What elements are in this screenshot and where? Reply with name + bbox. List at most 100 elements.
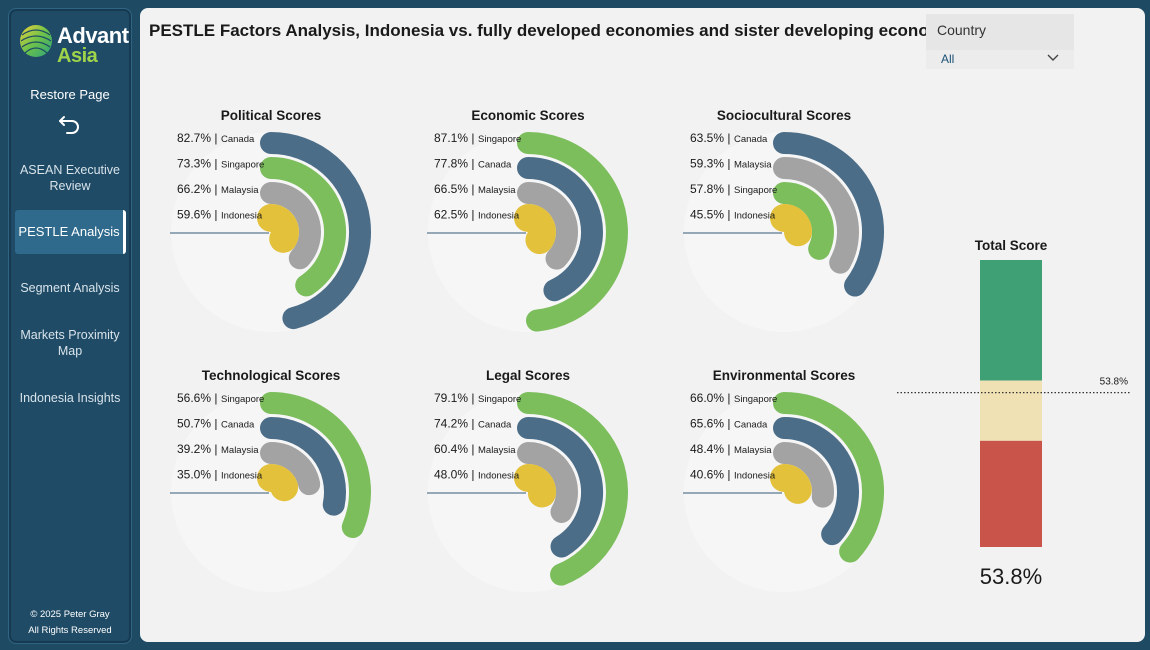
- value-label-malaysia: 59.3% |: [690, 157, 730, 171]
- value-label-singapore: 57.8% |: [690, 182, 730, 196]
- logo-text-advant: Advant: [57, 23, 129, 48]
- arc-malaysia[interactable]: [260, 442, 321, 496]
- radial-chart-economic-scores: Economic Scores 87.1% | Singapore 77.8% | Ca…: [427, 108, 628, 332]
- value-label-singapore: 66.0% |: [690, 391, 730, 405]
- country-label-canada: Canada: [734, 420, 768, 431]
- value-label-singapore: 79.1% |: [434, 391, 474, 405]
- chart-title: Legal Scores: [486, 368, 570, 383]
- total-score-chart: Total Score 53.8% 53.8%: [897, 238, 1130, 589]
- country-dropdown-value: All: [941, 52, 955, 66]
- value-label-singapore: 73.3% |: [177, 157, 217, 171]
- chart-title: Environmental Scores: [713, 368, 856, 383]
- logo-globe-icon: [20, 25, 52, 57]
- radial-chart-legal-scores: Legal Scores 79.1% | Singapore 74.2% | Canad…: [427, 368, 628, 592]
- arc-singapore[interactable]: [773, 392, 884, 563]
- chart-title: Political Scores: [221, 108, 322, 123]
- arc-malaysia[interactable]: [517, 442, 578, 523]
- country-dropdown[interactable]: All: [926, 50, 1074, 69]
- value-label-malaysia: 48.4% |: [690, 442, 730, 456]
- country-label-indonesia: Indonesia: [478, 471, 520, 482]
- arc-canada[interactable]: [773, 417, 859, 546]
- footer-copyright: © 2025 Peter Gray: [30, 609, 110, 620]
- arc-singapore[interactable]: [773, 182, 834, 260]
- value-label-canada: 82.7% |: [177, 131, 217, 145]
- restore-page-label[interactable]: Restore Page: [30, 87, 110, 102]
- chart-title: Sociocultural Scores: [717, 108, 851, 123]
- nav-pestle-analysis[interactable]: PESTLE Analysis: [15, 210, 126, 254]
- arc-malaysia[interactable]: [517, 182, 578, 270]
- nav-indonesia-insights[interactable]: Indonesia Insights: [19, 391, 121, 405]
- country-label-canada: Canada: [734, 134, 768, 145]
- arc-indonesia[interactable]: [514, 204, 556, 255]
- country-label-singapore: Singapore: [221, 394, 264, 405]
- arc-singapore[interactable]: [260, 157, 346, 297]
- logo: Advant Asia: [19, 15, 131, 75]
- country-slicer[interactable]: Country All: [926, 14, 1074, 69]
- value-label-canada: 63.5% |: [690, 131, 730, 145]
- country-label-indonesia: Indonesia: [478, 211, 520, 222]
- arc-indonesia[interactable]: [257, 204, 299, 253]
- arc-canada[interactable]: [773, 132, 884, 297]
- radial-chart-sociocultural-scores: Sociocultural Scores 63.5% | Canada 59.3% |…: [683, 108, 884, 332]
- country-label-malaysia: Malaysia: [478, 185, 516, 196]
- value-label-malaysia: 66.5% |: [434, 182, 474, 196]
- chevron-down-icon[interactable]: [1046, 53, 1060, 63]
- value-label-indonesia: 59.6% |: [177, 208, 217, 222]
- total-band-low: [980, 440, 1042, 547]
- nav-asean-executive-review[interactable]: ASEAN Executive Review: [19, 163, 121, 193]
- arc-singapore[interactable]: [260, 392, 371, 539]
- undo-arrow-icon[interactable]: [57, 111, 83, 137]
- country-label-singapore: Singapore: [734, 394, 777, 405]
- arc-canada[interactable]: [260, 132, 372, 330]
- chart-title: Technological Scores: [202, 368, 341, 383]
- value-label-indonesia: 62.5% |: [434, 208, 474, 222]
- copyright-footer: © 2025 Peter Gray All Rights Reserved: [9, 607, 131, 639]
- arc-canada[interactable]: [517, 157, 603, 302]
- value-label-indonesia: 45.5% |: [690, 208, 730, 222]
- arc-singapore[interactable]: [517, 392, 628, 586]
- country-label-singapore: Singapore: [478, 394, 521, 405]
- radial-chart-technological-scores: Technological Scores 56.6% | Singapore 50.7…: [170, 368, 371, 592]
- arc-indonesia[interactable]: [514, 464, 556, 508]
- value-label-canada: 65.6% |: [690, 417, 730, 431]
- value-label-indonesia: 40.6% |: [690, 468, 730, 482]
- value-label-canada: 77.8% |: [434, 157, 474, 171]
- country-label-malaysia: Malaysia: [734, 160, 772, 171]
- total-band-high: [980, 260, 1042, 381]
- value-label-canada: 74.2% |: [434, 417, 474, 431]
- total-score-marker-label: 53.8%: [1100, 377, 1128, 388]
- country-label-singapore: Singapore: [478, 134, 521, 145]
- arc-malaysia[interactable]: [773, 442, 834, 508]
- country-label-canada: Canada: [221, 420, 255, 431]
- arc-indonesia[interactable]: [770, 204, 812, 247]
- arc-canada[interactable]: [517, 417, 603, 558]
- value-label-indonesia: 48.0% |: [434, 468, 474, 482]
- logo-text-asia: Asia: [57, 45, 98, 67]
- country-label-malaysia: Malaysia: [221, 185, 259, 196]
- total-score-title: Total Score: [975, 238, 1048, 253]
- sidebar: Advant Asia Restore Page ASEAN Executive…: [8, 8, 132, 644]
- arc-indonesia[interactable]: [257, 464, 299, 502]
- radial-chart-environmental-scores: Environmental Scores 66.0% | Singapore 65.6…: [683, 368, 884, 592]
- arc-canada[interactable]: [260, 417, 346, 516]
- value-label-malaysia: 39.2% |: [177, 442, 217, 456]
- country-label-singapore: Singapore: [221, 160, 264, 171]
- arc-malaysia[interactable]: [260, 182, 321, 270]
- arc-singapore[interactable]: [517, 132, 628, 332]
- country-label-canada: Canada: [478, 160, 512, 171]
- value-label-malaysia: 66.2% |: [177, 182, 217, 196]
- arc-indonesia[interactable]: [770, 464, 812, 504]
- pestle-charts: Political Scores 82.7% | Canada 73.3% | Sing…: [170, 108, 1130, 592]
- country-label-indonesia: Indonesia: [221, 211, 263, 222]
- country-label-malaysia: Malaysia: [221, 445, 259, 456]
- nav-segment-analysis[interactable]: Segment Analysis: [20, 281, 120, 295]
- footer-rights: All Rights Reserved: [28, 625, 112, 636]
- country-label-malaysia: Malaysia: [734, 445, 772, 456]
- value-label-canada: 50.7% |: [177, 417, 217, 431]
- country-label-indonesia: Indonesia: [221, 471, 263, 482]
- arc-malaysia[interactable]: [773, 157, 859, 274]
- total-score-value: 53.8%: [980, 564, 1042, 589]
- country-slicer-label: Country: [937, 22, 987, 38]
- report-canvas: PESTLE Factors Analysis, Indonesia vs. f…: [140, 8, 1145, 642]
- nav-markets-proximity-map[interactable]: Markets Proximity Map: [20, 328, 120, 358]
